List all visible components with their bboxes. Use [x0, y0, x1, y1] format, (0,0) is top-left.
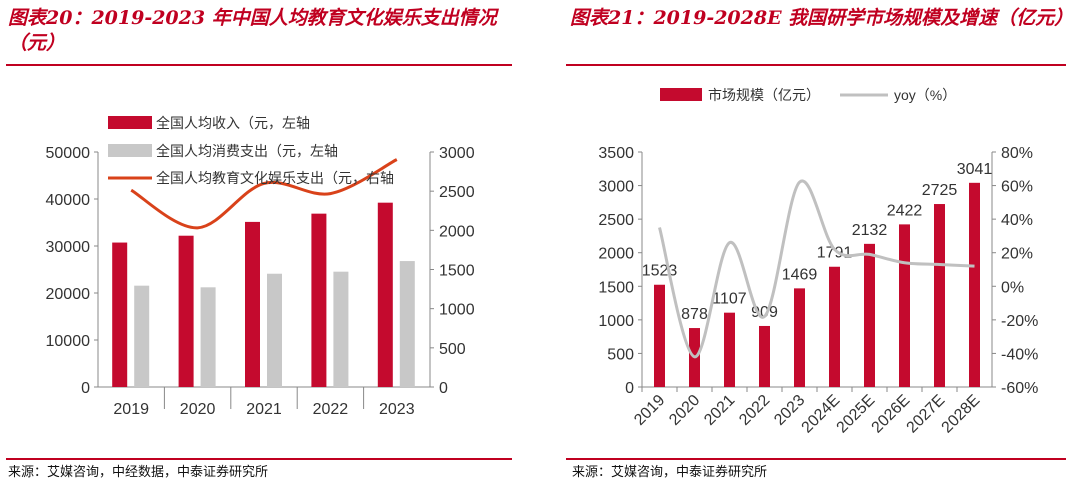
bar-data-label: 1523: [642, 263, 678, 280]
bar-market-size: [899, 224, 910, 387]
line-yoy-growth: [658, 179, 975, 359]
right-source-rule: [566, 458, 1066, 460]
bar-consumption: [399, 261, 415, 387]
left-title-rule: [6, 64, 512, 66]
bar-market-size: [864, 243, 875, 387]
legend-label-yoy: yoy（%）: [894, 87, 956, 103]
bar-market-size: [969, 182, 980, 387]
bar-market-size: [654, 284, 665, 387]
bar-market-size: [759, 325, 770, 387]
bar-market-size: [829, 266, 840, 387]
x-tick-label: 2028E: [939, 392, 984, 437]
bar-data-label: 2422: [887, 202, 923, 219]
bar-data-label: 3041: [957, 161, 993, 178]
x-tick-label: 2020: [180, 401, 216, 418]
y-right-tick-label: 0%: [1001, 279, 1024, 296]
left-chart-panel: 图表20：2019-2023 年中国人均教育文化娱乐支出情况（元） 0 10000…: [6, 7, 512, 480]
x-tick-label: 2023: [379, 401, 415, 418]
right-title-rule: [566, 64, 1066, 66]
x-tick-label: 2025E: [834, 392, 879, 437]
y-left-tick-label: 0: [625, 380, 634, 397]
bar-data-label: 909: [751, 304, 778, 321]
y-right-tick-label: 3000: [439, 145, 475, 162]
y-right-tick-label: 500: [439, 341, 466, 358]
legend-label-market-size: 市场规模（亿元）: [708, 87, 820, 103]
y-right-tick-label: 0: [439, 380, 448, 397]
left-source-note: 来源：艾媒咨询，中经数据，中泰证券研究所: [8, 465, 269, 480]
bar-market-size: [794, 288, 805, 387]
bar-consumption: [333, 271, 349, 387]
right-chart-panel: 图表21：2019-2028E 我国研学市场规模及增速（亿元） 0 500 1000…: [540, 0, 1080, 486]
x-tick-label: 2019: [113, 401, 149, 418]
x-tick-label: 2021: [246, 401, 282, 418]
y-right-tick-label: -20%: [1001, 313, 1038, 330]
x-tick-label: 2027E: [904, 392, 949, 437]
legend-label-education: 全国人均教育文化娱乐支出（元，右轴: [156, 170, 394, 186]
bar-data-label: 1469: [782, 266, 818, 283]
x-tick-label: 2022: [736, 392, 773, 429]
right-source-note: 来源：艾媒咨询，中泰证券研究所: [572, 465, 768, 480]
bar-consumption: [200, 287, 216, 387]
left-chart: 0 10000 20000 30000 40000 50000 0 500 1000 1500 20…: [46, 115, 475, 418]
legend-swatch-income: [108, 116, 152, 129]
y-right-tick-label: 2000: [439, 223, 475, 240]
bar-data-label: 1791: [817, 245, 853, 262]
y-left-tick-label: 30000: [46, 239, 91, 256]
x-tick-label: 2026E: [869, 392, 914, 437]
legend-label-consumption: 全国人均消费支出（元，左轴: [156, 143, 338, 159]
bar-data-label: 2132: [852, 222, 888, 239]
bar-consumption: [134, 285, 150, 387]
y-left-tick-label: 2000: [598, 246, 634, 263]
y-right-tick-label: 2500: [439, 184, 475, 201]
legend-label-income: 全国人均收入（元，左轴: [156, 115, 310, 131]
right-chart: 0 500 1000 1500 2000 2500 3000 3500 -60% -40% -20%…: [598, 87, 1038, 437]
y-right-tick-label: 1500: [439, 263, 475, 280]
x-tick-label: 2022: [313, 401, 349, 418]
bar-income: [178, 235, 194, 387]
y-right-tick-label: -60%: [1001, 380, 1038, 397]
right-chart-title: 图表21：2019-2028E 我国研学市场规模及增速（亿元）: [570, 7, 1074, 29]
y-right-tick-label: 20%: [1001, 246, 1033, 263]
y-left-tick-label: 1500: [598, 279, 634, 296]
y-left-tick-label: 20000: [46, 286, 91, 303]
y-left-tick-label: 0: [81, 380, 90, 397]
x-tick-label: 2024E: [799, 392, 844, 437]
y-left-tick-label: 40000: [46, 192, 91, 209]
bar-data-label: 878: [681, 306, 708, 323]
x-tick-label: 2021: [701, 392, 738, 429]
bar-income: [311, 213, 327, 387]
left-source-rule: [6, 458, 512, 460]
y-right-tick-label: -40%: [1001, 346, 1038, 363]
y-left-tick-label: 500: [607, 346, 634, 363]
y-left-tick-label: 3000: [598, 179, 634, 196]
y-left-tick-label: 3500: [598, 145, 634, 162]
y-left-tick-label: 2500: [598, 212, 634, 229]
x-tick-label: 2019: [631, 392, 668, 429]
left-chart-title: 图表20：2019-2023 年中国人均教育文化娱乐支出情况（元）: [8, 7, 497, 54]
y-left-tick-label: 50000: [46, 145, 91, 162]
y-left-tick-label: 1000: [598, 313, 634, 330]
bar-income: [245, 221, 260, 387]
bar-market-size: [934, 204, 945, 387]
bar-income: [377, 202, 393, 387]
y-right-tick-label: 40%: [1001, 212, 1033, 229]
bar-data-label: 1107: [712, 291, 747, 308]
y-right-tick-label: 60%: [1001, 179, 1033, 196]
y-right-tick-label: 80%: [1001, 145, 1033, 162]
bar-consumption: [267, 273, 282, 387]
bar-income: [112, 242, 128, 387]
bar-market-size: [724, 312, 735, 387]
y-right-tick-label: 1000: [439, 302, 475, 319]
x-tick-label: 2020: [666, 392, 703, 429]
y-left-tick-label: 10000: [46, 333, 91, 350]
legend-swatch-consumption: [108, 144, 152, 157]
bar-data-label: 2725: [922, 182, 958, 199]
legend-swatch-market-size: [660, 88, 702, 101]
